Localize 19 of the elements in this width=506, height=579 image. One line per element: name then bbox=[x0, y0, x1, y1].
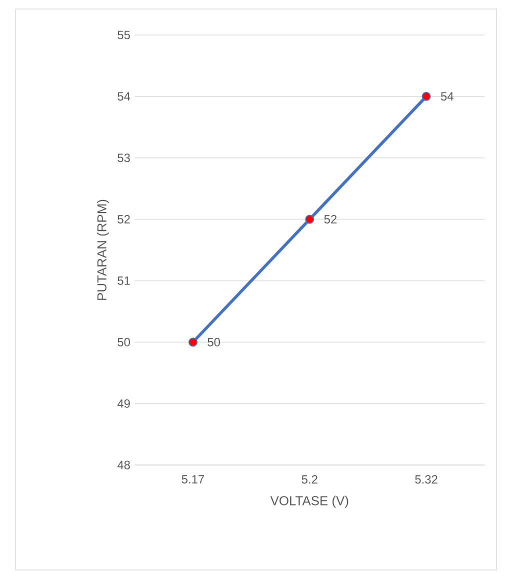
data-label: 54 bbox=[441, 92, 454, 101]
y-tick-label: 50 bbox=[118, 338, 130, 346]
data-label: 50 bbox=[208, 338, 220, 346]
x-axis-title: VOLTASE (V) bbox=[270, 496, 348, 508]
point bbox=[305, 214, 314, 224]
y-tick-label: 51 bbox=[118, 276, 130, 285]
point bbox=[188, 338, 198, 347]
y-tick-label: 48 bbox=[118, 460, 130, 470]
y-tick-label: 55 bbox=[118, 30, 130, 40]
data-label: 52 bbox=[324, 215, 337, 224]
y-tick-label: 49 bbox=[118, 399, 130, 408]
y-tick-label: 53 bbox=[118, 154, 130, 162]
x-tick-label: 5.2 bbox=[302, 475, 318, 484]
y-axis-title: PUTARAN (RPM) bbox=[97, 200, 110, 300]
y-tick-label: 52 bbox=[118, 215, 130, 224]
y-tick-label: 54 bbox=[118, 92, 130, 101]
point bbox=[422, 92, 431, 101]
x-tick-label: 5.32 bbox=[415, 475, 438, 484]
x-tick-label: 5.17 bbox=[182, 475, 204, 484]
